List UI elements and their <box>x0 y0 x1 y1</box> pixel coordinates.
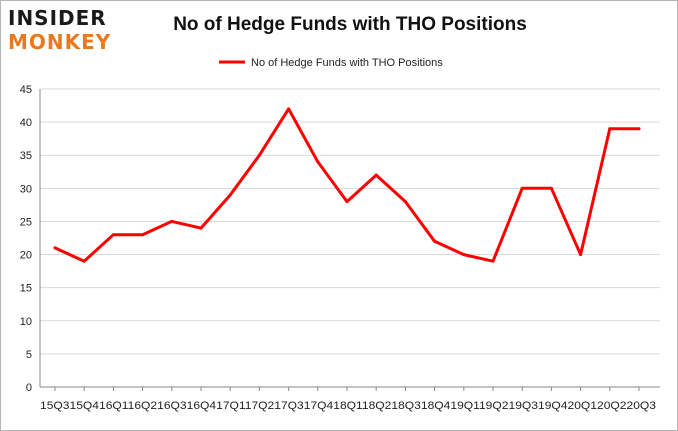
y-tick-label: 30 <box>20 183 32 195</box>
data-point <box>608 127 612 131</box>
y-tick-label: 0 <box>26 382 32 394</box>
data-point <box>316 160 320 164</box>
data-point <box>228 193 232 197</box>
data-point <box>141 233 145 237</box>
data-point <box>433 239 437 243</box>
y-tick-label: 40 <box>20 117 32 129</box>
y-tick-label: 45 <box>20 84 32 96</box>
data-point <box>491 259 495 263</box>
data-point <box>82 259 86 263</box>
data-point <box>549 186 553 190</box>
data-point <box>462 253 466 257</box>
data-point <box>199 226 203 230</box>
data-point <box>374 173 378 177</box>
y-tick-label: 5 <box>26 349 32 361</box>
data-point <box>579 253 583 257</box>
data-point <box>287 107 291 111</box>
y-tick-label: 35 <box>20 150 32 162</box>
y-tick-label: 10 <box>20 316 32 328</box>
legend-label: No of Hedge Funds with THO Positions <box>251 57 443 69</box>
x-tick-labels: 15Q315Q416Q116Q216Q316Q417Q117Q217Q317Q4… <box>40 400 656 412</box>
data-point <box>403 200 407 204</box>
data-point <box>637 127 641 131</box>
data-point <box>53 246 57 250</box>
series-line <box>53 107 641 263</box>
data-point <box>345 200 349 204</box>
data-point <box>520 186 524 190</box>
data-point <box>257 153 261 157</box>
y-tick-label: 15 <box>20 283 32 295</box>
insider-monkey-logo: INSIDER MONKEY <box>8 6 126 56</box>
data-point <box>170 219 174 223</box>
logo-line-2: MONKEY <box>8 30 112 54</box>
chart-title: No of Hedge Funds with THO Positions <box>173 14 527 35</box>
logo-line-1: INSIDER <box>8 6 107 30</box>
y-tick-label: 20 <box>20 250 32 262</box>
data-point <box>111 233 115 237</box>
y-tick-label: 25 <box>20 216 32 228</box>
